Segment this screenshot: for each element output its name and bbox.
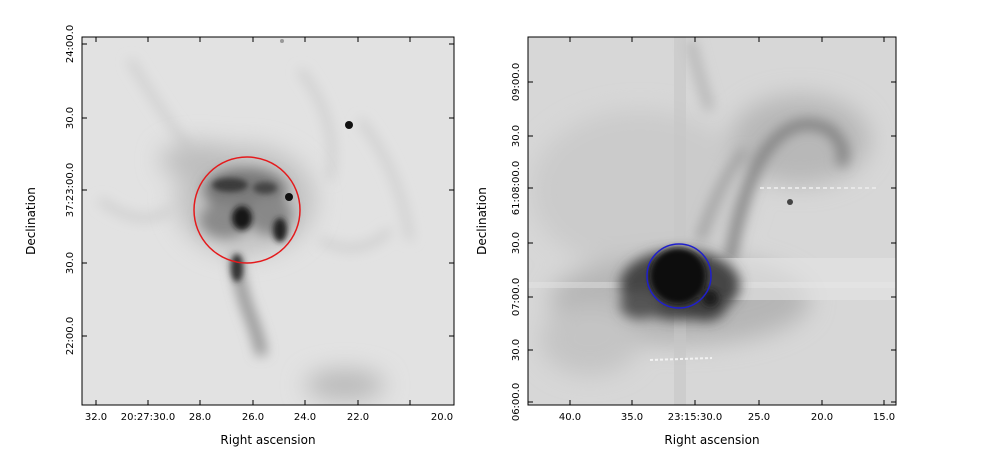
right-y-tick-label: 30.0 — [511, 232, 522, 254]
right-x-tick-label: 40.0 — [559, 412, 581, 423]
left-axes-frame — [81, 36, 455, 406]
left-x-tick-label: 22.0 — [347, 412, 369, 423]
right-y-tick-label: 30.0 — [511, 125, 522, 147]
right-x-tick-label: 23:15:30.0 — [668, 412, 722, 423]
left-y-axis-label: Declination — [24, 187, 38, 255]
left-image — [82, 37, 454, 405]
left-y-tick-label: 24:00.0 — [65, 25, 76, 63]
right-x-axis-label: Right ascension — [664, 433, 759, 447]
right-y-axis-label: Declination — [475, 187, 489, 255]
right-y-tick-label: 09:00.0 — [511, 63, 522, 101]
left-x-tick-label: 28.0 — [189, 412, 211, 423]
left-x-tick-label: 24.0 — [294, 412, 316, 423]
left-x-tick-label: 20:27:30.0 — [121, 412, 175, 423]
left-x-tick-label: 20.0 — [431, 412, 453, 423]
right-panel: 40.0 35.0 23:15:30.0 25.0 20.0 15.0 09:0… — [475, 36, 897, 447]
right-x-tick-label: 15.0 — [873, 412, 895, 423]
left-x-axis-label: Right ascension — [220, 433, 315, 447]
right-y-tick-label: 61:08:00.0 — [511, 161, 522, 215]
left-x-tick-label: 26.0 — [242, 412, 264, 423]
left-x-tick-label: 32.0 — [85, 412, 107, 423]
right-x-tick-label: 25.0 — [748, 412, 770, 423]
right-axes-frame — [527, 36, 897, 406]
left-y-tick-label: 37:23:00.0 — [65, 163, 76, 217]
right-image — [528, 37, 896, 405]
right-y-tick-label: 07:00.0 — [511, 278, 522, 316]
left-y-tick-label: 30.0 — [65, 252, 76, 274]
right-y-tick-label: 06:00.0 — [511, 383, 522, 421]
left-region-circle — [193, 156, 301, 264]
left-y-tick-label: 30.0 — [65, 107, 76, 129]
left-y-tick-label: 22:00.0 — [65, 317, 76, 355]
right-region-circle — [646, 243, 712, 309]
right-x-tick-label: 20.0 — [811, 412, 833, 423]
left-panel: 32.0 20:27:30.0 28.0 26.0 24.0 22.0 20.0… — [24, 25, 455, 447]
right-y-tick-label: 30.0 — [511, 339, 522, 361]
right-x-tick-label: 35.0 — [621, 412, 643, 423]
